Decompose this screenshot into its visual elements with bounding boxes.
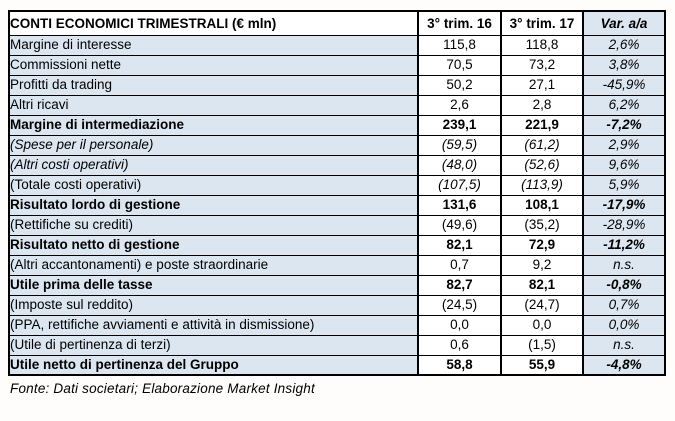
value-q3-17: (61,2)	[500, 134, 584, 156]
value-var-aa: 2,6%	[582, 34, 666, 56]
value-q3-17: 118,8	[500, 34, 584, 56]
table-row: (Utile di pertinenza di terzi) 0,6 (1,5)…	[8, 334, 666, 356]
table-row: Commissioni nette 70,5 73,2 3,8%	[8, 54, 666, 76]
value-q3-17: 108,1	[500, 194, 584, 216]
value-q3-16: 82,7	[417, 274, 502, 296]
value-q3-16: (49,6)	[417, 214, 502, 236]
value-q3-16: 131,6	[417, 194, 502, 216]
value-q3-17: (52,6)	[500, 154, 584, 176]
row-label: (PPA, rettifiche avviamenti e attività i…	[8, 314, 419, 336]
table-header-row: CONTI ECONOMICI TRIMESTRALI (€ mln) 3° t…	[8, 10, 666, 36]
value-var-aa: -28,9%	[582, 214, 666, 236]
value-q3-16: 58,8	[417, 354, 502, 376]
value-q3-17: 2,8	[500, 94, 584, 116]
row-label: Profitti da trading	[8, 74, 419, 96]
value-var-aa: n.s.	[582, 334, 666, 356]
value-q3-16: 82,1	[417, 234, 502, 256]
row-label: Margine di intermediazione	[8, 114, 419, 136]
value-q3-17: 82,1	[500, 274, 584, 296]
value-q3-17: 73,2	[500, 54, 584, 76]
row-label: Utile prima delle tasse	[8, 274, 419, 296]
value-q3-16: (24,5)	[417, 294, 502, 316]
value-q3-16: (48,0)	[417, 154, 502, 176]
table-row: (Totale costi operativi) (107,5) (113,9)…	[8, 174, 666, 196]
value-var-aa: -17,9%	[582, 194, 666, 216]
value-q3-16: 0,0	[417, 314, 502, 336]
value-q3-17: 221,9	[500, 114, 584, 136]
value-q3-16: 2,6	[417, 94, 502, 116]
table-row: (Altri accantonamenti) e poste straordin…	[8, 254, 666, 276]
value-var-aa: -0,8%	[582, 274, 666, 296]
table-row: Margine di interesse 115,8 118,8 2,6%	[8, 34, 666, 56]
column-header-var-aa: Var. a/a	[582, 10, 666, 36]
table-row: Altri ricavi 2,6 2,8 6,2%	[8, 94, 666, 116]
value-q3-17: 72,9	[500, 234, 584, 256]
row-label: Commissioni nette	[8, 54, 419, 76]
value-q3-17: 55,9	[500, 354, 584, 376]
row-label: (Spese per il personale)	[8, 134, 419, 156]
quarterly-income-statement-table: CONTI ECONOMICI TRIMESTRALI (€ mln) 3° t…	[8, 10, 666, 376]
page: CONTI ECONOMICI TRIMESTRALI (€ mln) 3° t…	[8, 10, 666, 396]
value-q3-17: (1,5)	[500, 334, 584, 356]
row-label: (Rettifiche su crediti)	[8, 214, 419, 236]
value-var-aa: -45,9%	[582, 74, 666, 96]
table-row: (Imposte sul reddito) (24,5) (24,7) 0,7%	[8, 294, 666, 316]
value-q3-17: 27,1	[500, 74, 584, 96]
table-row-subtotal: Risultato lordo di gestione 131,6 108,1 …	[8, 194, 666, 216]
column-header-q3-trim-16: 3° trim. 16	[417, 10, 502, 36]
value-q3-17: 9,2	[500, 254, 584, 276]
value-var-aa: 6,2%	[582, 94, 666, 116]
value-q3-16: 50,2	[417, 74, 502, 96]
row-label: Utile netto di pertinenza del Gruppo	[8, 354, 419, 376]
value-q3-16: (59,5)	[417, 134, 502, 156]
value-q3-16: (107,5)	[417, 174, 502, 196]
value-q3-16: 70,5	[417, 54, 502, 76]
row-label: Risultato lordo di gestione	[8, 194, 419, 216]
value-q3-16: 0,6	[417, 334, 502, 356]
value-var-aa: 9,6%	[582, 154, 666, 176]
table-row-total: Utile netto di pertinenza del Gruppo 58,…	[8, 354, 666, 376]
row-label: (Altri costi operativi)	[8, 154, 419, 176]
value-var-aa: -11,2%	[582, 234, 666, 256]
row-label: Altri ricavi	[8, 94, 419, 116]
row-label: (Totale costi operativi)	[8, 174, 419, 196]
row-label: (Utile di pertinenza di terzi)	[8, 334, 419, 356]
source-note: Fonte: Dati societari; Elaborazione Mark…	[10, 381, 315, 396]
value-var-aa: 5,9%	[582, 174, 666, 196]
value-q3-17: 0,0	[500, 314, 584, 336]
table-row: Profitti da trading 50,2 27,1 -45,9%	[8, 74, 666, 96]
value-q3-16: 115,8	[417, 34, 502, 56]
row-label: (Imposte sul reddito)	[8, 294, 419, 316]
value-var-aa: 2,9%	[582, 134, 666, 156]
row-label: (Altri accantonamenti) e poste straordin…	[8, 254, 419, 276]
value-q3-16: 239,1	[417, 114, 502, 136]
table-title: CONTI ECONOMICI TRIMESTRALI (€ mln)	[8, 10, 419, 36]
column-header-q3-trim-17: 3° trim. 17	[500, 10, 584, 36]
value-var-aa: 3,8%	[582, 54, 666, 76]
value-var-aa: -7,2%	[582, 114, 666, 136]
table-row: (PPA, rettifiche avviamenti e attività i…	[8, 314, 666, 336]
table-row: (Spese per il personale) (59,5) (61,2) 2…	[8, 134, 666, 156]
value-var-aa: 0,0%	[582, 314, 666, 336]
value-q3-16: 0,7	[417, 254, 502, 276]
value-var-aa: 0,7%	[582, 294, 666, 316]
value-q3-17: (24,7)	[500, 294, 584, 316]
table-row: (Rettifiche su crediti) (49,6) (35,2) -2…	[8, 214, 666, 236]
table-row-subtotal: Utile prima delle tasse 82,7 82,1 -0,8%	[8, 274, 666, 296]
value-var-aa: n.s.	[582, 254, 666, 276]
row-label: Margine di interesse	[8, 34, 419, 56]
value-var-aa: -4,8%	[582, 354, 666, 376]
table-row: (Altri costi operativi) (48,0) (52,6) 9,…	[8, 154, 666, 176]
row-label: Risultato netto di gestione	[8, 234, 419, 256]
value-q3-17: (35,2)	[500, 214, 584, 236]
table-row-subtotal: Margine di intermediazione 239,1 221,9 -…	[8, 114, 666, 136]
value-q3-17: (113,9)	[500, 174, 584, 196]
table-row-subtotal: Risultato netto di gestione 82,1 72,9 -1…	[8, 234, 666, 256]
